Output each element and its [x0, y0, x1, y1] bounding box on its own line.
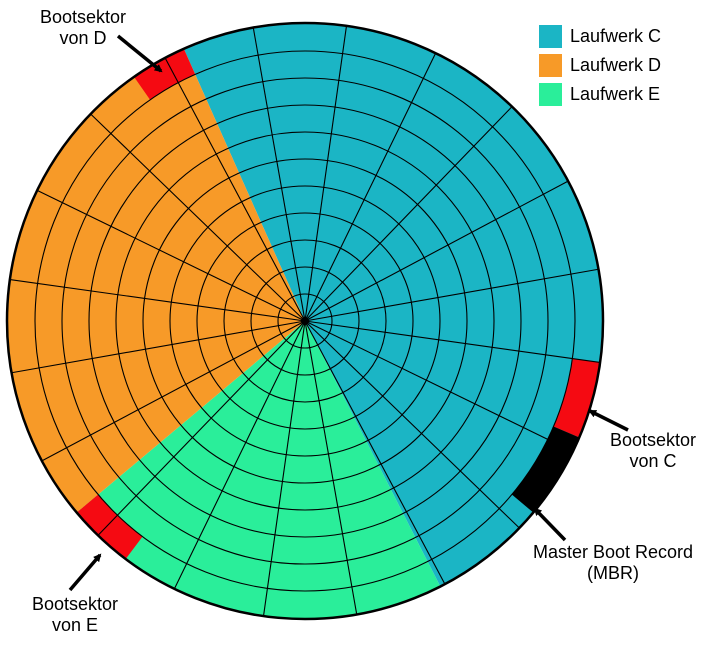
sector-line: [41, 320, 306, 462]
track-ring: [250, 266, 360, 376]
mbr-band: [511, 426, 580, 513]
arrow-boot-c: [588, 409, 629, 432]
track-ring: [88, 104, 522, 538]
sector-line: [97, 320, 306, 536]
sector-line: [304, 180, 569, 322]
sector-line: [304, 320, 358, 615]
track-ring: [115, 131, 495, 511]
partition-drive-c: [183, 22, 604, 587]
sector-line: [164, 57, 306, 322]
legend-label-drive-c: Laufwerk C: [570, 26, 662, 46]
sector-line: [173, 320, 306, 590]
track-grid: [9, 25, 601, 617]
callout-boot-c-line1: Bootsektor: [609, 430, 697, 450]
sector-line: [9, 278, 306, 322]
boot-sector-c-band: [553, 358, 601, 438]
callout-master-boot-record: Master Boot Record (MBR): [508, 542, 718, 584]
track-ring: [142, 158, 468, 484]
outer-track-bands: [76, 48, 601, 559]
boot-sector-d-band: [134, 48, 196, 100]
arrow-boot-d: [116, 34, 163, 73]
callout-mbr-line1: Master Boot Record: [532, 542, 694, 562]
partition-sectors: [6, 22, 604, 619]
legend-swatch-drive-e: [539, 83, 562, 106]
sector-line: [262, 320, 306, 617]
track-ring: [277, 293, 333, 349]
sector-line: [304, 268, 599, 322]
partition-drive-e-right: [174, 321, 441, 619]
partition-drive-d: [6, 48, 306, 513]
sector-line: [304, 52, 437, 322]
track-ring: [34, 50, 576, 592]
callout-boot-sector-e: Bootsektor von E: [10, 594, 140, 636]
callout-boot-e-line1: Bootsektor: [31, 594, 119, 614]
callout-boot-e-line2: von E: [51, 615, 99, 635]
arrow-mbr: [533, 507, 567, 542]
legend-label-drive-d: Laufwerk D: [570, 55, 662, 75]
sector-line: [11, 320, 306, 374]
disk-outline: [5, 21, 605, 621]
track-ring: [223, 239, 387, 403]
sector-line: [304, 106, 513, 322]
callout-mbr-line2: (MBR): [587, 563, 639, 583]
legend-label-drive-e: Laufwerk E: [570, 84, 661, 104]
partition-drive-e-left: [76, 321, 306, 589]
sector-line: [304, 320, 601, 364]
track-ring: [61, 77, 549, 565]
callout-boot-sector-d: Bootsektor von D: [28, 7, 138, 49]
legend-swatch-drive-c: [539, 25, 562, 48]
sector-line: [252, 27, 306, 322]
callout-boot-d-line2: von D: [59, 28, 107, 48]
sector-line: [304, 320, 446, 585]
callout-boot-c-line2: von C: [629, 451, 677, 471]
spindle-hub: [301, 317, 309, 325]
callout-boot-sector-c: Bootsektor von C: [598, 430, 708, 472]
track-ring: [196, 212, 414, 430]
sector-line: [304, 25, 348, 322]
sector-line: [304, 320, 520, 529]
legend-swatch-drive-d: [539, 54, 562, 77]
boot-sector-e-band: [76, 494, 143, 559]
arrow-boot-e: [68, 553, 102, 592]
callout-boot-d-line1: Bootsektor: [39, 7, 127, 27]
sector-line: [36, 189, 306, 322]
sector-line: [90, 113, 306, 322]
track-ring: [169, 185, 441, 457]
sector-line: [304, 320, 574, 453]
